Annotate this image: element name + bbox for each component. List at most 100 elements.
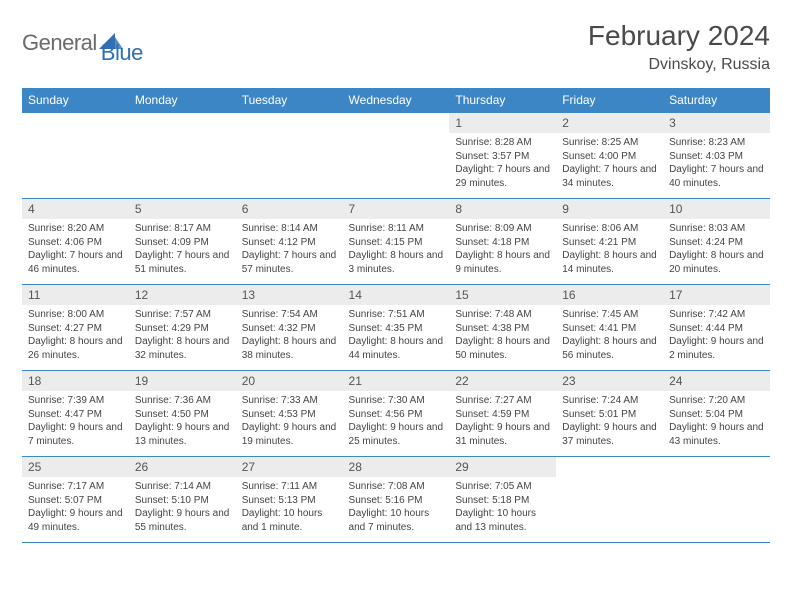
day-details: Sunrise: 7:51 AMSunset: 4:35 PMDaylight:… [343,305,450,366]
day-details: Sunrise: 8:03 AMSunset: 4:24 PMDaylight:… [663,219,770,280]
weekday-header-row: Sunday Monday Tuesday Wednesday Thursday… [22,88,770,113]
calendar-day-cell: .. [556,457,663,543]
calendar-day-cell: 24Sunrise: 7:20 AMSunset: 5:04 PMDayligh… [663,371,770,457]
day-number: 20 [236,371,343,391]
day-details: Sunrise: 8:28 AMSunset: 3:57 PMDaylight:… [449,133,556,194]
day-number: 26 [129,457,236,477]
day-details: Sunrise: 7:20 AMSunset: 5:04 PMDaylight:… [663,391,770,452]
day-number: 16 [556,285,663,305]
day-details: Sunrise: 7:27 AMSunset: 4:59 PMDaylight:… [449,391,556,452]
day-number: 13 [236,285,343,305]
day-details: Sunrise: 8:20 AMSunset: 4:06 PMDaylight:… [22,219,129,280]
day-details: Sunrise: 7:33 AMSunset: 4:53 PMDaylight:… [236,391,343,452]
day-number: 25 [22,457,129,477]
day-details: Sunrise: 7:45 AMSunset: 4:41 PMDaylight:… [556,305,663,366]
calendar-table: Sunday Monday Tuesday Wednesday Thursday… [22,88,770,543]
calendar-day-cell: 27Sunrise: 7:11 AMSunset: 5:13 PMDayligh… [236,457,343,543]
day-number: 10 [663,199,770,219]
day-details: Sunrise: 7:05 AMSunset: 5:18 PMDaylight:… [449,477,556,538]
day-number: 17 [663,285,770,305]
brand-logo: General Blue [22,20,143,66]
calendar-day-cell: 25Sunrise: 7:17 AMSunset: 5:07 PMDayligh… [22,457,129,543]
day-details: Sunrise: 8:14 AMSunset: 4:12 PMDaylight:… [236,219,343,280]
calendar-day-cell: 18Sunrise: 7:39 AMSunset: 4:47 PMDayligh… [22,371,129,457]
calendar-day-cell: 7Sunrise: 8:11 AMSunset: 4:15 PMDaylight… [343,199,450,285]
calendar-day-cell: 1Sunrise: 8:28 AMSunset: 3:57 PMDaylight… [449,113,556,199]
calendar-day-cell: 28Sunrise: 7:08 AMSunset: 5:16 PMDayligh… [343,457,450,543]
calendar-day-cell: 4Sunrise: 8:20 AMSunset: 4:06 PMDaylight… [22,199,129,285]
day-number: 8 [449,199,556,219]
calendar-day-cell: 13Sunrise: 7:54 AMSunset: 4:32 PMDayligh… [236,285,343,371]
calendar-week-row: 18Sunrise: 7:39 AMSunset: 4:47 PMDayligh… [22,371,770,457]
calendar-day-cell: .. [236,113,343,199]
weekday-header: Friday [556,88,663,113]
day-details: Sunrise: 8:11 AMSunset: 4:15 PMDaylight:… [343,219,450,280]
calendar-day-cell: 19Sunrise: 7:36 AMSunset: 4:50 PMDayligh… [129,371,236,457]
calendar-day-cell: 20Sunrise: 7:33 AMSunset: 4:53 PMDayligh… [236,371,343,457]
calendar-day-cell: .. [663,457,770,543]
weekday-header: Sunday [22,88,129,113]
day-number: 4 [22,199,129,219]
calendar-day-cell: 23Sunrise: 7:24 AMSunset: 5:01 PMDayligh… [556,371,663,457]
weekday-header: Thursday [449,88,556,113]
day-number: 19 [129,371,236,391]
day-details: Sunrise: 7:39 AMSunset: 4:47 PMDaylight:… [22,391,129,452]
day-details: Sunrise: 7:11 AMSunset: 5:13 PMDaylight:… [236,477,343,538]
calendar-day-cell: 3Sunrise: 8:23 AMSunset: 4:03 PMDaylight… [663,113,770,199]
weekday-header: Monday [129,88,236,113]
day-details: Sunrise: 8:00 AMSunset: 4:27 PMDaylight:… [22,305,129,366]
day-number: 22 [449,371,556,391]
day-number: 9 [556,199,663,219]
day-number: 24 [663,371,770,391]
day-number: 27 [236,457,343,477]
day-details: Sunrise: 8:25 AMSunset: 4:00 PMDaylight:… [556,133,663,194]
calendar-day-cell: 16Sunrise: 7:45 AMSunset: 4:41 PMDayligh… [556,285,663,371]
brand-word1: General [22,30,97,56]
day-number: 21 [343,371,450,391]
day-number: 11 [22,285,129,305]
calendar-day-cell: .. [129,113,236,199]
day-number: 3 [663,113,770,133]
day-number: 12 [129,285,236,305]
calendar-day-cell: 22Sunrise: 7:27 AMSunset: 4:59 PMDayligh… [449,371,556,457]
day-details: Sunrise: 7:17 AMSunset: 5:07 PMDaylight:… [22,477,129,538]
day-details: Sunrise: 7:48 AMSunset: 4:38 PMDaylight:… [449,305,556,366]
calendar-day-cell: .. [22,113,129,199]
day-details: Sunrise: 7:08 AMSunset: 5:16 PMDaylight:… [343,477,450,538]
header: General Blue February 2024 Dvinskoy, Rus… [22,20,770,74]
day-details: Sunrise: 7:42 AMSunset: 4:44 PMDaylight:… [663,305,770,366]
day-number: 1 [449,113,556,133]
calendar-day-cell: 14Sunrise: 7:51 AMSunset: 4:35 PMDayligh… [343,285,450,371]
day-number: 6 [236,199,343,219]
day-number: 29 [449,457,556,477]
day-number: 28 [343,457,450,477]
day-number: 23 [556,371,663,391]
weekday-header: Saturday [663,88,770,113]
day-number: 15 [449,285,556,305]
calendar-day-cell: 11Sunrise: 8:00 AMSunset: 4:27 PMDayligh… [22,285,129,371]
day-details: Sunrise: 7:24 AMSunset: 5:01 PMDaylight:… [556,391,663,452]
location-label: Dvinskoy, Russia [588,56,770,74]
day-details: Sunrise: 8:09 AMSunset: 4:18 PMDaylight:… [449,219,556,280]
calendar-day-cell: 9Sunrise: 8:06 AMSunset: 4:21 PMDaylight… [556,199,663,285]
calendar-day-cell: 21Sunrise: 7:30 AMSunset: 4:56 PMDayligh… [343,371,450,457]
calendar-day-cell: 5Sunrise: 8:17 AMSunset: 4:09 PMDaylight… [129,199,236,285]
weekday-header: Wednesday [343,88,450,113]
day-number: 18 [22,371,129,391]
day-details: Sunrise: 8:23 AMSunset: 4:03 PMDaylight:… [663,133,770,194]
calendar-day-cell: 8Sunrise: 8:09 AMSunset: 4:18 PMDaylight… [449,199,556,285]
day-number: 2 [556,113,663,133]
calendar-day-cell: 2Sunrise: 8:25 AMSunset: 4:00 PMDaylight… [556,113,663,199]
brand-word2: Blue [101,40,143,65]
day-details: Sunrise: 7:54 AMSunset: 4:32 PMDaylight:… [236,305,343,366]
day-details: Sunrise: 7:36 AMSunset: 4:50 PMDaylight:… [129,391,236,452]
day-details: Sunrise: 8:17 AMSunset: 4:09 PMDaylight:… [129,219,236,280]
calendar-day-cell: 12Sunrise: 7:57 AMSunset: 4:29 PMDayligh… [129,285,236,371]
calendar-day-cell: 29Sunrise: 7:05 AMSunset: 5:18 PMDayligh… [449,457,556,543]
day-details: Sunrise: 7:14 AMSunset: 5:10 PMDaylight:… [129,477,236,538]
day-details: Sunrise: 7:57 AMSunset: 4:29 PMDaylight:… [129,305,236,366]
day-number: 7 [343,199,450,219]
calendar-day-cell: .. [343,113,450,199]
day-details: Sunrise: 8:06 AMSunset: 4:21 PMDaylight:… [556,219,663,280]
calendar-day-cell: 10Sunrise: 8:03 AMSunset: 4:24 PMDayligh… [663,199,770,285]
